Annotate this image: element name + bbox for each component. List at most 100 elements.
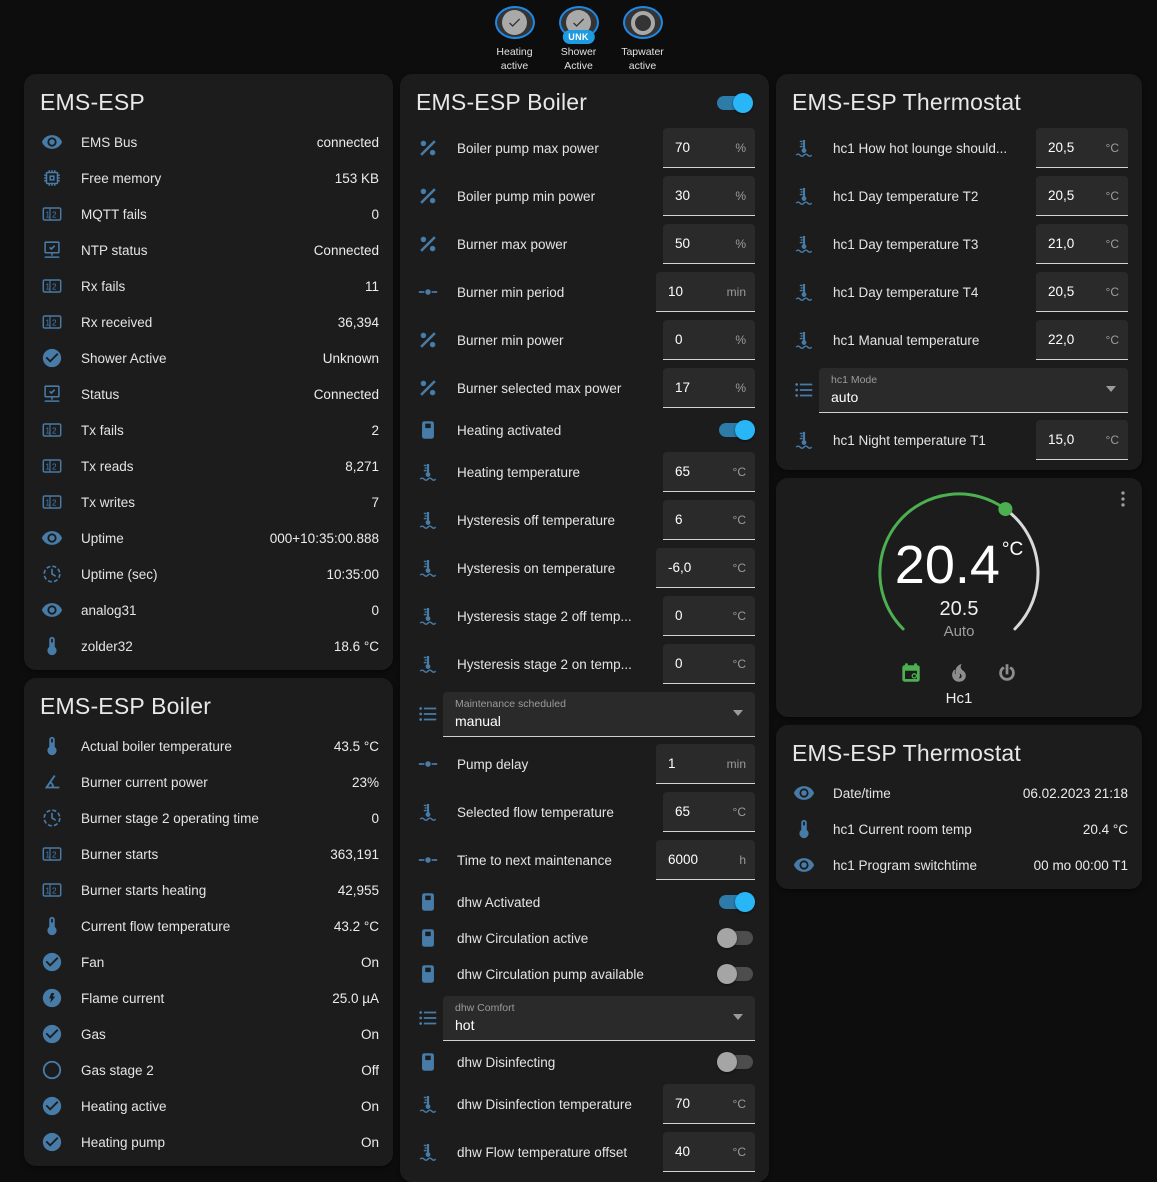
number-input[interactable]: -6,0 °C <box>656 548 755 588</box>
entity-row[interactable]: Gas stage 2 Off <box>24 1052 393 1088</box>
entity-row[interactable]: NTP status Connected <box>24 232 393 268</box>
number-input[interactable]: 6 °C <box>663 500 755 540</box>
entity-value: 0 <box>371 206 379 222</box>
check-icon <box>502 10 527 36</box>
number-value: 30 <box>675 188 691 203</box>
toggle-switch[interactable] <box>719 892 755 912</box>
coolant-icon <box>416 1140 440 1164</box>
toggle-switch[interactable] <box>717 928 753 948</box>
toggle-switch[interactable] <box>717 964 753 984</box>
glance-badge[interactable]: Tapwater active <box>615 6 671 74</box>
off-mode-button[interactable] <box>995 661 1019 685</box>
number-input[interactable]: 30 % <box>663 176 755 216</box>
entity-row[interactable]: Current flow temperature 43.2 °C <box>24 908 393 944</box>
entity-row[interactable]: Shower Active Unknown <box>24 340 393 376</box>
entity-label: Time to next maintenance <box>457 852 612 868</box>
select-field[interactable]: dhw Comfort hot <box>443 995 755 1041</box>
entity-row[interactable]: Date/time 06.02.2023 21:18 <box>776 775 1142 811</box>
entity-row[interactable]: Burner current power 23% <box>24 764 393 800</box>
number-input[interactable]: 15,0 °C <box>1036 420 1128 460</box>
entity-value: 36,394 <box>337 314 379 330</box>
entity-row[interactable]: Burner stage 2 operating time 0 <box>24 800 393 836</box>
entity-row[interactable]: Uptime (sec) 10:35:00 <box>24 556 393 592</box>
list-icon <box>416 702 440 726</box>
svg-text:2: 2 <box>52 318 57 327</box>
entity-label: Boiler pump max power <box>457 140 599 156</box>
thermometer-icon <box>40 734 64 758</box>
number-input[interactable]: 70 °C <box>663 1084 755 1124</box>
number-input[interactable]: 65 °C <box>663 452 755 492</box>
number-value: 22,0 <box>1048 332 1075 347</box>
number-input[interactable]: 20,5 °C <box>1036 128 1128 168</box>
number-input[interactable]: 20,5 °C <box>1036 272 1128 312</box>
entity-row[interactable]: Heating active On <box>24 1088 393 1124</box>
dial-entity-name: Hc1 <box>945 690 973 707</box>
number-input[interactable]: 1 min <box>656 744 755 784</box>
glance-badge[interactable]: Heating active <box>487 6 543 74</box>
number-input[interactable]: 6000 h <box>656 840 755 880</box>
number-input[interactable]: 21,0 °C <box>1036 224 1128 264</box>
number-input[interactable]: 40 °C <box>663 1132 755 1172</box>
entity-row[interactable]: Flame current 25.0 µA <box>24 980 393 1016</box>
entity-value: connected <box>316 134 379 150</box>
number-input[interactable]: 22,0 °C <box>1036 320 1128 360</box>
number-entity-row: Burner selected max power 17 % <box>400 364 769 412</box>
auto-mode-button[interactable] <box>899 661 923 685</box>
number-input[interactable]: 65 °C <box>663 792 755 832</box>
number-input[interactable]: 0 °C <box>663 596 755 636</box>
number-input[interactable]: 0 % <box>663 320 755 360</box>
svg-text:1: 1 <box>45 318 50 327</box>
calendar-clock-icon <box>902 663 920 682</box>
select-field[interactable]: hc1 Mode auto <box>819 367 1128 413</box>
entity-row[interactable]: Status Connected <box>24 376 393 412</box>
number-input[interactable]: 17 % <box>663 368 755 408</box>
number-input[interactable]: 20,5 °C <box>1036 176 1128 216</box>
thermostat-dial[interactable]: 20.4 °C 20.5 Auto <box>776 478 1142 656</box>
entity-row[interactable]: hc1 Current room temp 20.4 °C <box>776 811 1142 847</box>
number-input[interactable]: 50 % <box>663 224 755 264</box>
entity-row[interactable]: Free memory 153 KB <box>24 160 393 196</box>
entity-value: 42,955 <box>337 882 379 898</box>
boiler-icon <box>416 418 440 442</box>
check-circle-icon <box>40 346 64 370</box>
select-field[interactable]: Maintenance scheduled manual <box>443 691 755 737</box>
entity-label: Hysteresis stage 2 off temp... <box>457 608 632 624</box>
number-input[interactable]: 70 % <box>663 128 755 168</box>
entity-row[interactable]: zolder32 18.6 °C <box>24 628 393 664</box>
glance-badge[interactable]: UNK Shower Active <box>551 6 607 74</box>
badge-label: Shower Active <box>561 46 597 74</box>
dots-vertical-icon[interactable] <box>1112 488 1134 515</box>
entity-row[interactable]: Fan On <box>24 944 393 980</box>
entity-row[interactable]: EMS Bus connected <box>24 124 393 160</box>
entity-row[interactable]: Gas On <box>24 1016 393 1052</box>
entity-row[interactable]: Actual boiler temperature 43.5 °C <box>24 728 393 764</box>
entity-row[interactable]: Heating pump On <box>24 1124 393 1160</box>
svg-text:2: 2 <box>52 498 57 507</box>
toggle-switch[interactable] <box>719 420 755 440</box>
heat-mode-button[interactable] <box>947 661 971 685</box>
eye-icon <box>792 853 816 877</box>
entity-row[interactable]: Uptime 000+10:35:00.888 <box>24 520 393 556</box>
number-input[interactable]: 10 min <box>656 272 755 312</box>
toggle-switch[interactable] <box>717 1052 753 1072</box>
entity-value: 43.2 °C <box>333 918 379 934</box>
coolant-icon <box>416 460 440 484</box>
entity-label: Free memory <box>81 170 162 186</box>
entity-label: hc1 Program switchtime <box>833 857 978 873</box>
entity-row[interactable]: hc1 Program switchtime 00 mo 00:00 T1 <box>776 847 1142 883</box>
boiler-power-toggle[interactable] <box>717 92 753 113</box>
entity-value: 43.5 °C <box>333 738 379 754</box>
entity-row[interactable]: analog31 0 <box>24 592 393 628</box>
coolant-icon <box>416 800 440 824</box>
number-input[interactable]: 0 °C <box>663 644 755 684</box>
